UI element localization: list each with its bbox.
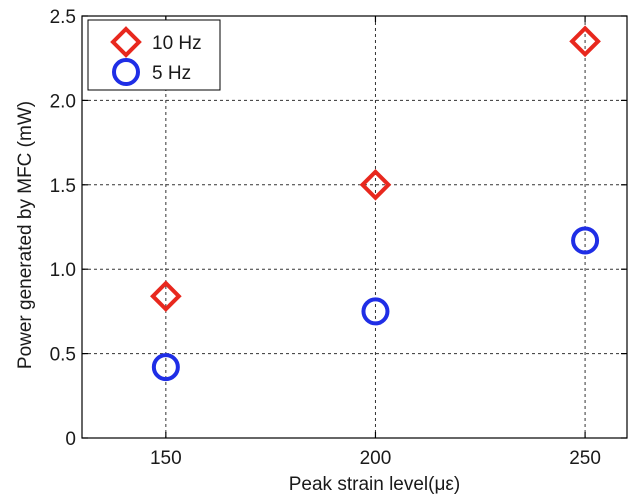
x-axis-label: Peak strain level(με) xyxy=(289,474,460,495)
circle-point xyxy=(361,297,390,326)
legend-circle-icon xyxy=(112,58,140,86)
diamond-point xyxy=(150,280,182,313)
ticks xyxy=(82,15,627,439)
circle-point xyxy=(151,353,180,382)
y-tick-label: 2.0 xyxy=(50,91,76,112)
legend-diamond-icon xyxy=(110,26,142,58)
y-tick-label: 1.5 xyxy=(50,176,76,197)
y-tick-label: 0.5 xyxy=(50,345,76,366)
y-tick-label: 1.0 xyxy=(50,260,76,281)
x-tick-label: 200 xyxy=(360,448,392,469)
diamond-point xyxy=(359,168,392,201)
tick-labels: 150 200 250 0 0.5 1.0 1.5 2.0 2.5 xyxy=(50,7,601,469)
plot-frame xyxy=(81,15,628,439)
x-tick-label: 250 xyxy=(569,448,601,469)
circle-point xyxy=(571,226,600,255)
legend-box xyxy=(87,19,221,91)
data-marks xyxy=(150,25,601,382)
diamond-point xyxy=(569,25,601,58)
y-axis-label: Power generated by MFC (mW) xyxy=(15,101,36,369)
legend: 10 Hz 5 Hz xyxy=(87,19,221,91)
plot-frame-box xyxy=(81,15,628,439)
legend-label: 10 Hz xyxy=(152,33,202,54)
legend-label: 5 Hz xyxy=(152,63,191,84)
x-tick-label: 150 xyxy=(150,448,182,469)
y-tick-label: 2.5 xyxy=(50,7,76,28)
y-tick-label: 0 xyxy=(65,429,76,450)
